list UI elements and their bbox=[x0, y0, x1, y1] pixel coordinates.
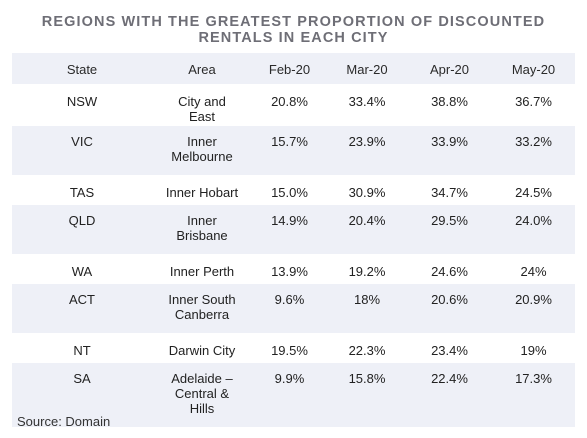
cell-state: VIC bbox=[71, 134, 93, 149]
cell-feb: 13.9% bbox=[271, 264, 308, 279]
cell-mar: 19.2% bbox=[348, 264, 386, 279]
cell-state: TAS bbox=[69, 185, 95, 200]
cell-mar: 23.9% bbox=[348, 134, 386, 149]
discounted-rentals-table: State Area Feb-20 Mar-20 Apr-20 May-20 N… bbox=[12, 53, 575, 429]
cell-may: 24% bbox=[520, 264, 547, 279]
header-apr-20: Apr-20 bbox=[429, 62, 470, 77]
header-mar-20: Mar-20 bbox=[346, 62, 388, 77]
cell-mar: 20.4% bbox=[348, 213, 386, 228]
cell-may: 36.7% bbox=[515, 94, 552, 109]
cell-state: QLD bbox=[68, 213, 96, 228]
cell-area: Inner Melbourne bbox=[152, 125, 252, 176]
table-row: VIC Inner Melbourne 15.7% 23.9% 33.9% 33.2% bbox=[12, 125, 575, 176]
table-row: NSW City and East 20.8% 33.4% 38.8% 36.7% bbox=[12, 85, 575, 125]
title-line-1: REGIONS WITH THE GREATEST PROPORTION OF … bbox=[41, 14, 546, 30]
table-row: SA Adelaide – Central & Hills 9.9% 15.8% 22.… bbox=[12, 362, 575, 428]
cell-feb: 9.9% bbox=[274, 371, 305, 386]
area-label: City and East bbox=[178, 94, 226, 124]
area-label: Adelaide – Central & Hills bbox=[171, 371, 233, 416]
cell-mar: 18% bbox=[353, 292, 381, 307]
table-row: TAS Inner Hobart 15.0% 30.9% 34.7% 24.5% bbox=[12, 176, 575, 204]
cell-state: NT bbox=[73, 343, 91, 358]
title-line-2: RENTALS IN EACH CITY bbox=[198, 30, 389, 46]
area-label: Inner Hobart bbox=[165, 185, 239, 200]
cell-may: 33.2% bbox=[515, 134, 552, 149]
cell-mar: 22.3% bbox=[348, 343, 386, 358]
source-note: Source: Domain bbox=[17, 414, 111, 429]
cell-area: Adelaide – Central & Hills bbox=[152, 362, 252, 428]
cell-apr: 24.6% bbox=[431, 264, 468, 279]
header-row: State Area Feb-20 Mar-20 Apr-20 May-20 bbox=[12, 53, 575, 85]
cell-may: 24.0% bbox=[515, 213, 552, 228]
cell-state: ACT bbox=[69, 292, 95, 307]
cell-state: WA bbox=[71, 264, 93, 279]
cell-apr: 38.8% bbox=[431, 94, 468, 109]
table-row: WA Inner Perth 13.9% 19.2% 24.6% 24% bbox=[12, 255, 575, 283]
area-label: Inner South Canberra bbox=[168, 292, 236, 322]
cell-area: Inner South Canberra bbox=[152, 283, 252, 334]
cell-state: NSW bbox=[66, 94, 98, 109]
cell-area: City and East bbox=[152, 85, 252, 125]
table-body: NSW City and East 20.8% 33.4% 38.8% 36.7% VIC I… bbox=[12, 85, 575, 428]
cell-apr: 29.5% bbox=[431, 213, 468, 228]
cell-mar: 30.9% bbox=[348, 185, 386, 200]
cell-may: 24.5% bbox=[515, 185, 552, 200]
area-label: Inner Perth bbox=[169, 264, 235, 279]
header-state: State bbox=[66, 62, 98, 77]
cell-feb: 20.8% bbox=[271, 94, 308, 109]
table-row: QLD Inner Brisbane 14.9% 20.4% 29.5% 24.0% bbox=[12, 204, 575, 255]
cell-feb: 9.6% bbox=[274, 292, 305, 307]
cell-mar: 15.8% bbox=[348, 371, 386, 386]
cell-apr: 33.9% bbox=[431, 134, 468, 149]
cell-may: 20.9% bbox=[515, 292, 552, 307]
area-label: Inner Melbourne bbox=[171, 134, 233, 164]
cell-feb: 19.5% bbox=[271, 343, 308, 358]
table-row: NT Darwin City 19.5% 22.3% 23.4% 19% bbox=[12, 334, 575, 362]
cell-feb: 14.9% bbox=[271, 213, 308, 228]
header-feb-20: Feb-20 bbox=[268, 62, 311, 77]
header-area: Area bbox=[188, 62, 216, 77]
cell-state: SA bbox=[73, 371, 91, 386]
cell-area: Inner Brisbane bbox=[152, 204, 252, 255]
area-label: Inner Brisbane bbox=[176, 213, 228, 243]
cell-apr: 34.7% bbox=[431, 185, 468, 200]
header-may-20: May-20 bbox=[511, 62, 556, 77]
cell-may: 19% bbox=[520, 343, 547, 358]
cell-area: Inner Hobart bbox=[152, 176, 252, 204]
cell-area: Inner Perth bbox=[152, 255, 252, 283]
table-row: ACT Inner South Canberra 9.6% 18% 20.6% 20.9% bbox=[12, 283, 575, 334]
table-title: REGIONS WITH THE GREATEST PROPORTION OF … bbox=[0, 14, 587, 46]
cell-may: 17.3% bbox=[515, 371, 552, 386]
cell-area: Darwin City bbox=[152, 334, 252, 362]
cell-feb: 15.0% bbox=[271, 185, 308, 200]
cell-feb: 15.7% bbox=[271, 134, 308, 149]
cell-apr: 23.4% bbox=[431, 343, 468, 358]
area-label: Darwin City bbox=[168, 343, 236, 358]
cell-apr: 20.6% bbox=[431, 292, 468, 307]
cell-apr: 22.4% bbox=[431, 371, 468, 386]
cell-mar: 33.4% bbox=[348, 94, 386, 109]
